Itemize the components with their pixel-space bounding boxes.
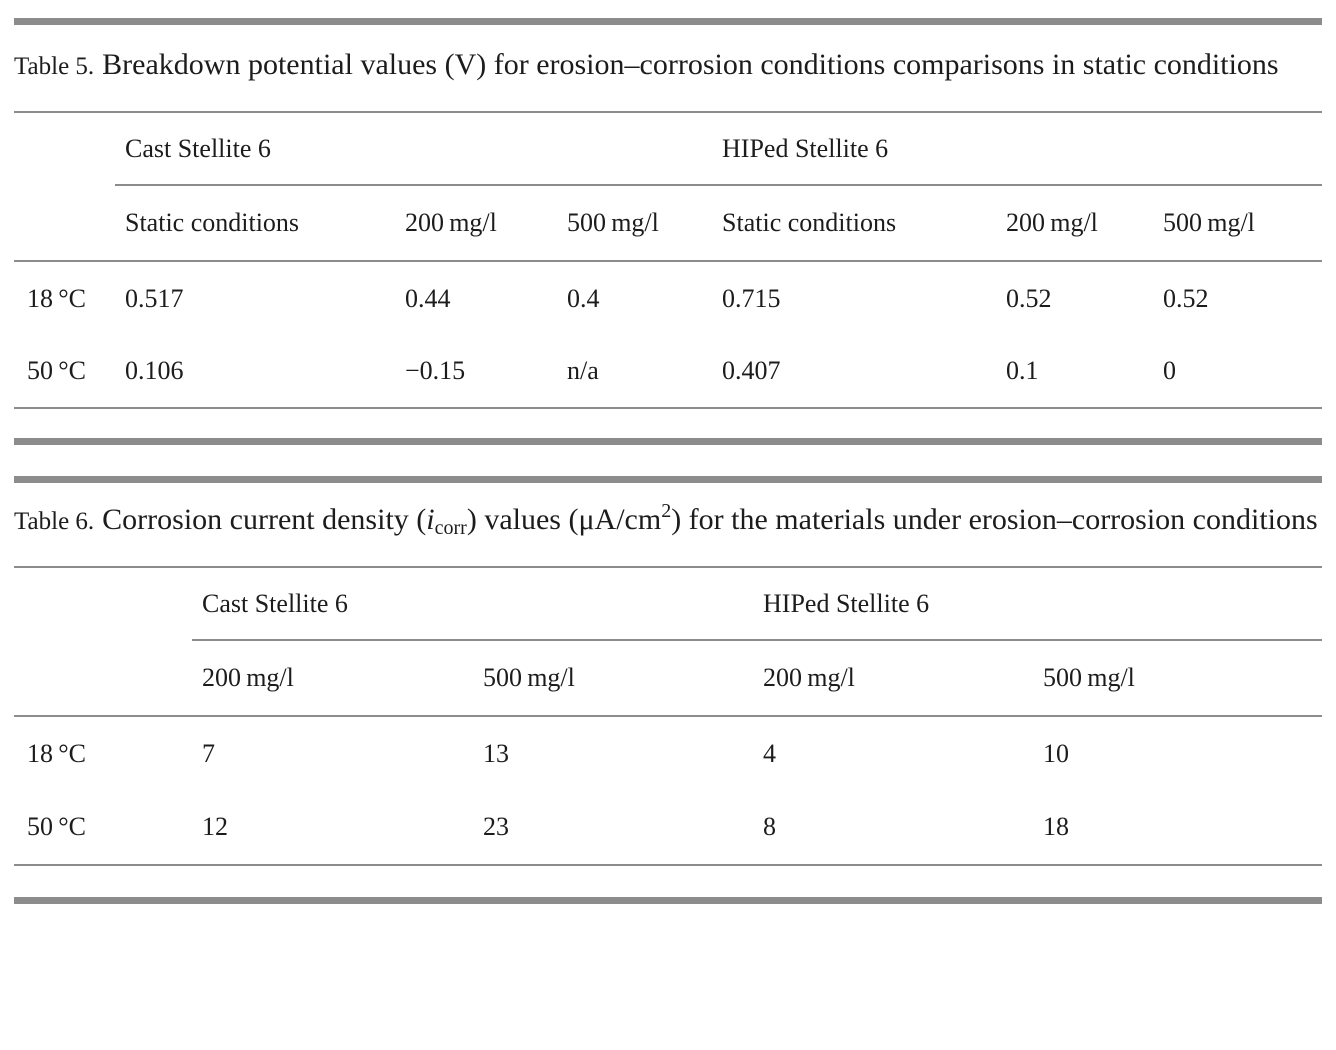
cm-squared-superscript: 2 xyxy=(661,500,672,522)
data-cell: 0.1 xyxy=(1006,356,1039,385)
data-cell: 0.106 xyxy=(125,356,184,385)
table5-group-header-hiped: HIPed Stellite 6 xyxy=(712,112,1322,186)
caption-text: ) values (μA/cm xyxy=(466,503,662,536)
table6-caption-label: Table 6. xyxy=(14,508,95,535)
data-cell: −0.15 xyxy=(405,356,466,385)
data-cell: 8 xyxy=(763,812,777,841)
table6-block: Table 6. Corrosion current density (icorr… xyxy=(14,476,1322,904)
table5-subheader-row: Static conditions 200 mg/l 500 mg/l Stat… xyxy=(14,185,1322,262)
data-cell: 18 xyxy=(1043,812,1070,841)
table-row: 50 °C 12 23 8 18 xyxy=(14,790,1322,865)
data-cell: 10 xyxy=(1043,738,1070,768)
data-cell: 0.52 xyxy=(1163,283,1209,313)
table5-subheader-cell: 200 mg/l xyxy=(395,185,557,262)
table6: Cast Stellite 6 HIPed Stellite 6 200 mg/… xyxy=(14,566,1322,866)
table6-subheader-spacer xyxy=(14,640,192,717)
table6-subheader-cell: 200 mg/l xyxy=(753,640,1034,717)
data-cell: 0.407 xyxy=(722,356,781,385)
table6-caption: Table 6. Corrosion current density (icorr… xyxy=(14,493,1322,549)
table5-block: Table 5. Breakdown potential values (V) f… xyxy=(14,18,1322,445)
table5-top-bar xyxy=(14,18,1322,25)
data-cell: 0.4 xyxy=(567,283,600,313)
table6-top-bar xyxy=(14,476,1322,483)
table5-subheader-cell: Static conditions xyxy=(712,185,997,262)
table5-subheader-cell: 200 mg/l xyxy=(996,185,1154,262)
icorr-subscript: corr xyxy=(434,517,467,539)
table6-group-header-cast: Cast Stellite 6 xyxy=(192,567,754,641)
table6-subheader-cell: 200 mg/l xyxy=(192,640,473,717)
table-row: 18 °C 0.517 0.44 0.4 0.715 0.52 0.52 xyxy=(14,261,1322,335)
table6-group-header-row: Cast Stellite 6 HIPed Stellite 6 xyxy=(14,567,1322,641)
table5-subheader-spacer xyxy=(14,185,115,262)
table5-caption-label: Table 5. xyxy=(14,53,95,80)
table5-caption-title: Breakdown potential values (V) for erosi… xyxy=(102,48,1279,81)
data-cell: 0.52 xyxy=(1006,283,1052,313)
data-cell: 13 xyxy=(483,738,509,768)
table5-group-header-row: Cast Stellite 6 HIPed Stellite 6 xyxy=(14,112,1322,186)
data-cell: 0.44 xyxy=(405,283,451,313)
table-row: 18 °C 7 13 4 10 xyxy=(14,716,1322,790)
row-label: 18 °C xyxy=(27,738,86,768)
row-label: 50 °C xyxy=(27,356,86,385)
table5-group-header-cast: Cast Stellite 6 xyxy=(115,112,713,186)
row-label: 50 °C xyxy=(27,812,86,841)
data-cell: n/a xyxy=(567,356,599,385)
data-cell: 0.715 xyxy=(722,283,781,313)
data-cell: 0 xyxy=(1163,356,1177,385)
table5-bottom-bar xyxy=(14,438,1322,445)
data-cell: 0.517 xyxy=(125,283,184,313)
data-cell: 4 xyxy=(763,738,777,768)
table5-group-header-spacer xyxy=(14,112,115,185)
table5-subheader-cell: 500 mg/l xyxy=(1153,185,1322,262)
table5-subheader-cell: 500 mg/l xyxy=(557,185,713,262)
data-cell: 7 xyxy=(202,738,215,768)
table5: Cast Stellite 6 HIPed Stellite 6 Static … xyxy=(14,111,1322,409)
caption-text: ) for the materials under erosion–corros… xyxy=(671,503,1318,536)
table6-group-header-hiped: HIPed Stellite 6 xyxy=(753,567,1322,641)
row-label: 18 °C xyxy=(27,283,86,313)
page: Table 5. Breakdown potential values (V) f… xyxy=(0,18,1336,904)
table6-subheader-row: 200 mg/l 500 mg/l 200 mg/l 500 mg/l xyxy=(14,640,1322,717)
table6-subheader-cell: 500 mg/l xyxy=(473,640,754,717)
data-cell: 12 xyxy=(202,812,228,841)
table-row: 50 °C 0.106 −0.15 n/a 0.407 0.1 0 xyxy=(14,335,1322,408)
table6-caption-title: Corrosion current density (icorr) values… xyxy=(102,500,1318,539)
table6-bottom-bar xyxy=(14,897,1322,904)
table6-subheader-cell: 500 mg/l xyxy=(1033,640,1322,717)
table5-subheader-cell: Static conditions xyxy=(115,185,395,262)
icorr-variable: i xyxy=(426,503,435,536)
caption-text: Corrosion current density ( xyxy=(102,503,427,536)
data-cell: 23 xyxy=(483,812,509,841)
table6-group-header-spacer xyxy=(14,567,192,640)
table5-caption: Table 5. Breakdown potential values (V) f… xyxy=(14,38,1322,94)
